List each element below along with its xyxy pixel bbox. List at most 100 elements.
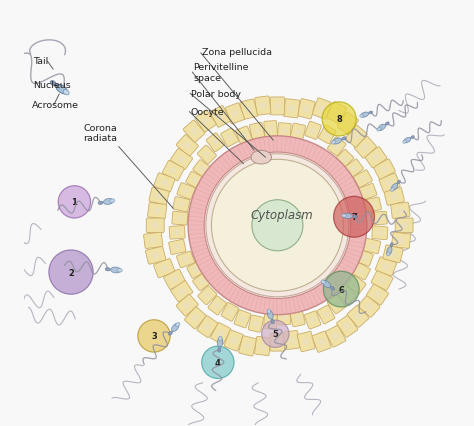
Circle shape bbox=[319, 106, 325, 112]
FancyBboxPatch shape bbox=[372, 226, 388, 240]
FancyBboxPatch shape bbox=[371, 212, 387, 225]
FancyBboxPatch shape bbox=[154, 259, 175, 278]
Circle shape bbox=[192, 178, 198, 184]
Circle shape bbox=[333, 110, 340, 117]
Ellipse shape bbox=[332, 138, 342, 145]
Ellipse shape bbox=[63, 90, 69, 96]
FancyBboxPatch shape bbox=[346, 126, 367, 148]
FancyBboxPatch shape bbox=[149, 188, 169, 205]
Circle shape bbox=[344, 292, 350, 298]
Ellipse shape bbox=[172, 324, 179, 332]
Circle shape bbox=[332, 333, 339, 340]
Circle shape bbox=[345, 121, 351, 127]
Circle shape bbox=[241, 133, 247, 138]
FancyBboxPatch shape bbox=[224, 330, 243, 351]
Ellipse shape bbox=[110, 199, 115, 203]
Circle shape bbox=[177, 216, 182, 222]
Ellipse shape bbox=[403, 141, 406, 144]
Circle shape bbox=[259, 343, 266, 350]
FancyBboxPatch shape bbox=[255, 97, 271, 116]
Circle shape bbox=[355, 313, 361, 320]
FancyBboxPatch shape bbox=[374, 160, 395, 180]
FancyBboxPatch shape bbox=[226, 104, 245, 125]
FancyBboxPatch shape bbox=[371, 271, 393, 291]
Circle shape bbox=[161, 265, 168, 272]
Text: Cytoplasm: Cytoplasm bbox=[250, 209, 313, 222]
Circle shape bbox=[295, 316, 301, 321]
Circle shape bbox=[323, 272, 359, 307]
Circle shape bbox=[262, 320, 289, 348]
FancyBboxPatch shape bbox=[391, 203, 410, 219]
Circle shape bbox=[391, 194, 398, 200]
Ellipse shape bbox=[267, 311, 273, 320]
FancyBboxPatch shape bbox=[317, 305, 335, 324]
Circle shape bbox=[351, 166, 357, 172]
FancyBboxPatch shape bbox=[270, 334, 285, 351]
Circle shape bbox=[370, 202, 375, 208]
FancyBboxPatch shape bbox=[236, 127, 252, 145]
FancyBboxPatch shape bbox=[392, 233, 410, 249]
Circle shape bbox=[365, 190, 371, 195]
Ellipse shape bbox=[103, 199, 113, 205]
Circle shape bbox=[295, 130, 301, 135]
Circle shape bbox=[192, 315, 199, 322]
FancyBboxPatch shape bbox=[192, 273, 212, 291]
Ellipse shape bbox=[218, 348, 221, 352]
Circle shape bbox=[374, 291, 381, 298]
Text: 4: 4 bbox=[215, 358, 221, 367]
Ellipse shape bbox=[219, 337, 222, 341]
FancyBboxPatch shape bbox=[328, 138, 346, 156]
Circle shape bbox=[211, 160, 343, 291]
FancyBboxPatch shape bbox=[327, 295, 346, 314]
Circle shape bbox=[398, 237, 404, 244]
FancyBboxPatch shape bbox=[297, 99, 315, 120]
FancyBboxPatch shape bbox=[312, 331, 331, 353]
FancyBboxPatch shape bbox=[169, 226, 185, 239]
FancyBboxPatch shape bbox=[176, 251, 195, 268]
Ellipse shape bbox=[176, 322, 180, 327]
Circle shape bbox=[200, 279, 205, 285]
Text: 1: 1 bbox=[72, 198, 77, 207]
FancyBboxPatch shape bbox=[147, 203, 167, 219]
Ellipse shape bbox=[360, 115, 364, 118]
Circle shape bbox=[170, 168, 177, 175]
FancyBboxPatch shape bbox=[171, 149, 192, 170]
Text: Acrosome: Acrosome bbox=[32, 101, 79, 109]
FancyBboxPatch shape bbox=[366, 284, 389, 305]
Circle shape bbox=[150, 237, 156, 244]
Text: Tail: Tail bbox=[33, 58, 48, 66]
Circle shape bbox=[227, 309, 233, 315]
Circle shape bbox=[322, 103, 356, 137]
Circle shape bbox=[204, 153, 351, 299]
FancyBboxPatch shape bbox=[375, 257, 397, 276]
Circle shape bbox=[282, 129, 287, 134]
Text: 2: 2 bbox=[68, 268, 74, 277]
Text: Corona
radiata: Corona radiata bbox=[83, 124, 117, 143]
Circle shape bbox=[204, 293, 210, 298]
FancyBboxPatch shape bbox=[197, 316, 218, 338]
FancyBboxPatch shape bbox=[347, 276, 366, 294]
Circle shape bbox=[204, 323, 211, 330]
Circle shape bbox=[373, 155, 379, 161]
FancyBboxPatch shape bbox=[248, 315, 264, 332]
Ellipse shape bbox=[390, 243, 393, 247]
FancyBboxPatch shape bbox=[264, 314, 277, 330]
Ellipse shape bbox=[56, 85, 67, 95]
FancyBboxPatch shape bbox=[319, 126, 336, 144]
Circle shape bbox=[362, 144, 369, 151]
Ellipse shape bbox=[98, 201, 103, 205]
Text: 5: 5 bbox=[273, 330, 278, 339]
Ellipse shape bbox=[385, 123, 389, 126]
Circle shape bbox=[179, 202, 184, 207]
FancyBboxPatch shape bbox=[176, 135, 198, 157]
FancyBboxPatch shape bbox=[277, 124, 291, 139]
Circle shape bbox=[214, 303, 220, 308]
FancyBboxPatch shape bbox=[337, 286, 356, 305]
Circle shape bbox=[274, 104, 281, 110]
Circle shape bbox=[386, 180, 393, 187]
Circle shape bbox=[206, 154, 349, 297]
Circle shape bbox=[334, 144, 339, 150]
FancyBboxPatch shape bbox=[379, 174, 400, 193]
Circle shape bbox=[202, 118, 209, 125]
FancyBboxPatch shape bbox=[239, 336, 256, 356]
